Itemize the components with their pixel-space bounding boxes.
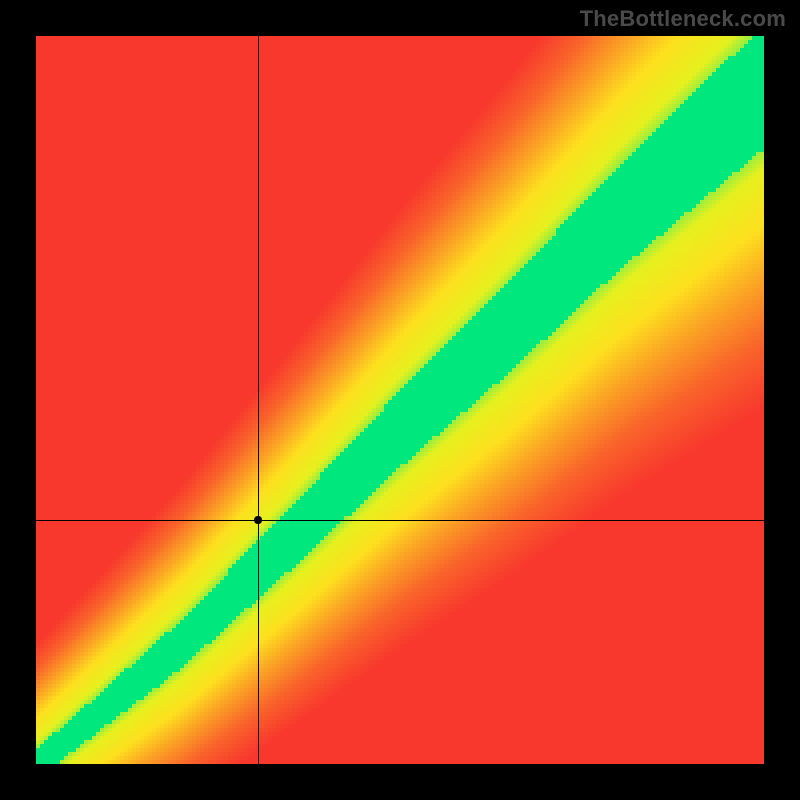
watermark-text: TheBottleneck.com xyxy=(580,6,786,32)
chart-frame: TheBottleneck.com xyxy=(0,0,800,800)
overlay-canvas xyxy=(36,36,764,764)
plot-area xyxy=(36,36,764,764)
